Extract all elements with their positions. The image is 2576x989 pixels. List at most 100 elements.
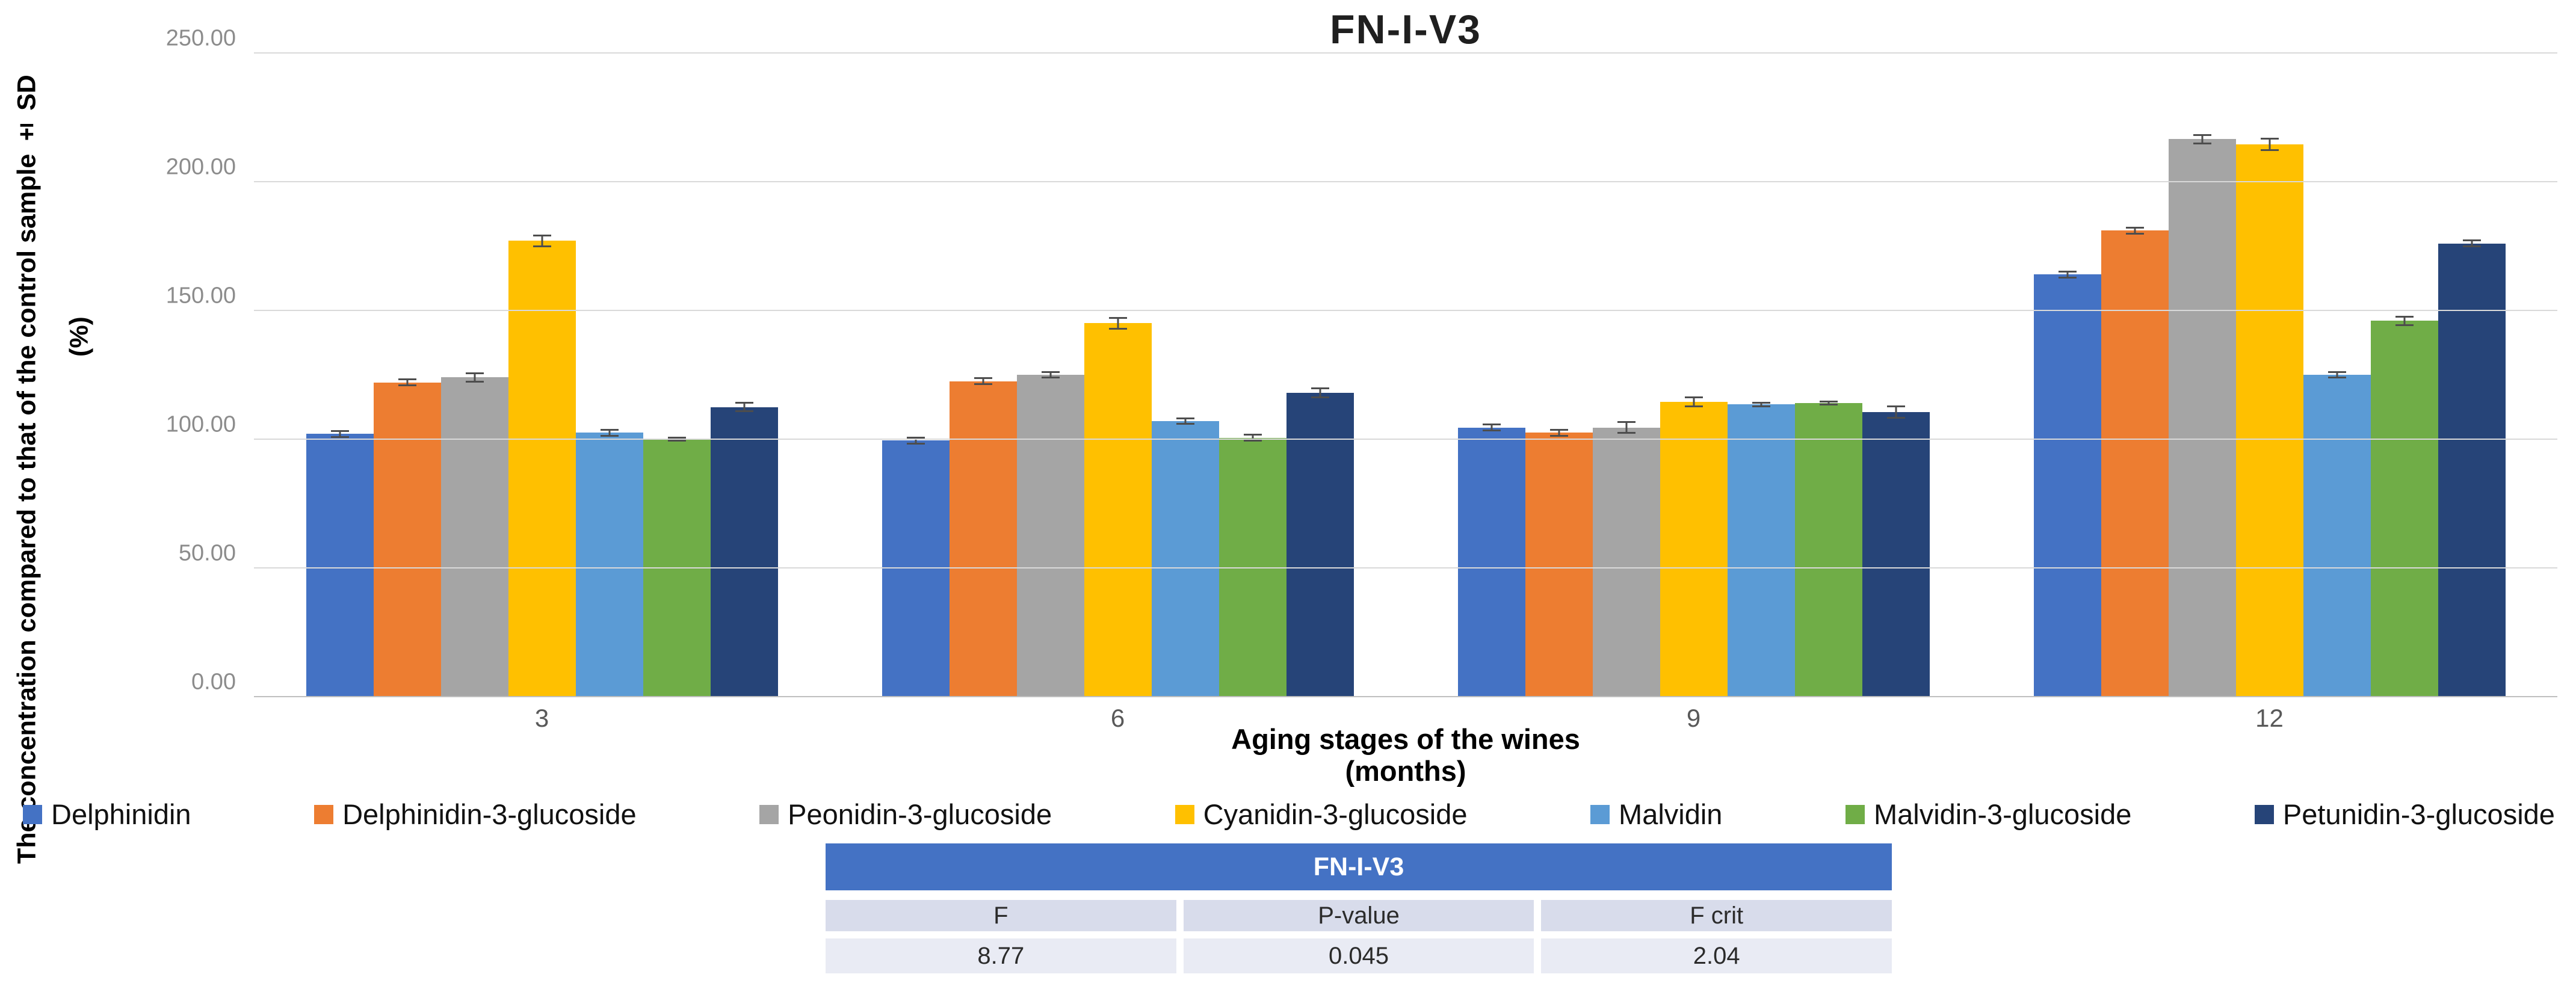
x-axis-title-line1: Aging stages of the wines (1231, 723, 1580, 755)
error-bar-cap-top (1886, 405, 1905, 408)
error-bar-cap-bottom (1549, 434, 1568, 437)
bar-petunidin-3-glucoside-month-6 (1286, 392, 1354, 697)
bar-malvidin-month-6 (1151, 421, 1219, 697)
error-bar-line (1693, 396, 1694, 407)
error-bar-cap-top (1684, 396, 1703, 399)
error-bar (1176, 417, 1194, 425)
barwrap (2033, 53, 2101, 697)
error-bar (398, 378, 416, 387)
error-bar-cap-top (1108, 316, 1127, 319)
error-bar-cap-top (1243, 434, 1262, 436)
barwrap (373, 53, 441, 697)
error-bar (1311, 387, 1329, 398)
error-bar (1886, 405, 1905, 419)
gridline (254, 567, 2557, 568)
legend-label: Peonidin-3-glucoside (788, 798, 1052, 830)
plot-area: 0.00 50.00 100.00 150.00 200.00 250.00 (166, 26, 2557, 697)
error-bar-cap-bottom (533, 245, 551, 248)
error-bar-line (2201, 134, 2203, 144)
bar-cluster (1406, 53, 1981, 697)
bar-delphinidin-3-glucoside-month-12 (2101, 230, 2169, 697)
legend-label: Cyanidin-3-glucoside (1203, 798, 1468, 830)
error-bar-cap-bottom (1617, 432, 1635, 434)
error-bar-line (541, 234, 543, 248)
error-bar-cap-bottom (2395, 324, 2414, 326)
error-bar (330, 430, 349, 438)
y-axis-title: The concentration compared to that of th… (12, 75, 42, 864)
error-bar-cap-top (465, 372, 484, 374)
error-bar-cap-bottom (2462, 245, 2481, 248)
error-bar (1108, 316, 1127, 330)
stats-value-cell: 2.04 (1541, 938, 1892, 973)
legend-item-delphinidin-3-glucoside: Delphinidin-3-glucoside (314, 798, 637, 831)
error-bar-cap-top (1752, 401, 1770, 404)
error-bar-cap-bottom (906, 442, 925, 445)
error-bar-cap-top (398, 378, 416, 381)
error-bar-cap-top (974, 377, 992, 380)
error-bar-line (2403, 315, 2405, 326)
bar-delphinidin-3-glucoside-month-6 (949, 381, 1017, 697)
error-bar-line (1319, 387, 1321, 398)
barwrap (1151, 53, 1219, 697)
stats-value-cell: 8.77 (826, 938, 1176, 973)
error-bar-cap-bottom (1311, 396, 1329, 398)
error-bar (1752, 401, 1770, 407)
stats-header-cell: F crit (1541, 900, 1892, 931)
y-tick-label: 200.00 (165, 154, 236, 180)
bar-malvidin-month-3 (575, 433, 643, 697)
error-bar-cap-bottom (1108, 328, 1127, 330)
barwrap (643, 53, 711, 697)
bar-delphinidin-month-3 (306, 434, 374, 697)
error-bar-cap-bottom (1041, 377, 1060, 379)
error-bar (2125, 226, 2144, 235)
error-bar (2193, 134, 2211, 144)
error-bar-line (1490, 424, 1492, 432)
y-tick-label: 50.00 (178, 540, 236, 566)
error-bar-cap-top (1819, 400, 1838, 402)
error-bar-line (1760, 401, 1762, 407)
category-group-3 (254, 53, 830, 697)
gridline (254, 52, 2557, 54)
error-bar (465, 372, 484, 383)
bar-petunidin-3-glucoside-month-3 (710, 407, 778, 697)
error-bar-line (915, 436, 916, 445)
barwrap (440, 53, 508, 697)
legend-swatch-icon (759, 804, 779, 824)
stats-table-value-row: 8.77 0.045 2.04 (826, 938, 1892, 973)
bar-petunidin-3-glucoside-month-9 (1862, 412, 1930, 697)
bar-malvidin-month-12 (2303, 375, 2371, 697)
barwrap (2303, 53, 2371, 697)
bar-malvidin-3-glucoside-month-12 (2370, 321, 2438, 697)
error-bar-cap-top (2058, 270, 2077, 273)
error-bar (600, 428, 619, 437)
error-bar-cap-top (533, 234, 551, 236)
error-bar-line (1827, 400, 1829, 406)
x-axis-title-line2: (months) (1345, 755, 1466, 787)
error-bar-cap-bottom (974, 383, 992, 386)
stats-header-cell: P-value (1183, 900, 1534, 931)
legend-item-cyanidin-3-glucoside: Cyanidin-3-glucoside (1175, 798, 1468, 831)
x-tick-label-3: 3 (534, 704, 549, 732)
bar-cyanidin-3-glucoside-month-3 (508, 241, 576, 697)
bar-groups (254, 53, 2557, 697)
barwrap (1084, 53, 1152, 697)
error-bar-cap-bottom (2260, 149, 2279, 151)
error-bar-cap-bottom (667, 440, 686, 442)
barwrap (882, 53, 950, 697)
y-tick-label: 100.00 (165, 411, 236, 437)
error-bar-cap-top (1311, 387, 1329, 390)
error-bar (1617, 421, 1635, 434)
barwrap (1286, 53, 1354, 697)
bar-cluster (1981, 53, 2557, 697)
error-bar-line (2066, 270, 2068, 279)
legend-item-delphinidin: Delphinidin (23, 798, 191, 831)
bar-peonidin-3-glucoside-month-9 (1592, 427, 1660, 697)
error-bar-line (406, 378, 408, 387)
bar-malvidin-month-9 (1727, 404, 1795, 697)
error-bar-cap-top (2125, 226, 2144, 229)
barwrap (1727, 53, 1795, 697)
error-bar-cap-top (600, 428, 619, 431)
error-bar-cap-bottom (2058, 276, 2077, 279)
barwrap (710, 53, 778, 697)
